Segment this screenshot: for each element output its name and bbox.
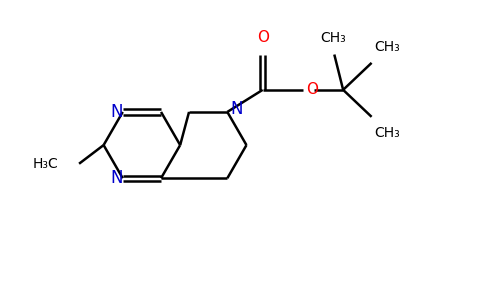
- Text: CH₃: CH₃: [374, 126, 400, 140]
- Text: CH₃: CH₃: [374, 40, 400, 54]
- Text: N: N: [231, 100, 243, 118]
- Text: O: O: [306, 82, 318, 98]
- Text: O: O: [257, 30, 269, 45]
- Text: N: N: [111, 103, 123, 121]
- Text: H₃C: H₃C: [33, 157, 59, 171]
- Text: CH₃: CH₃: [320, 31, 346, 45]
- Text: N: N: [111, 169, 123, 187]
